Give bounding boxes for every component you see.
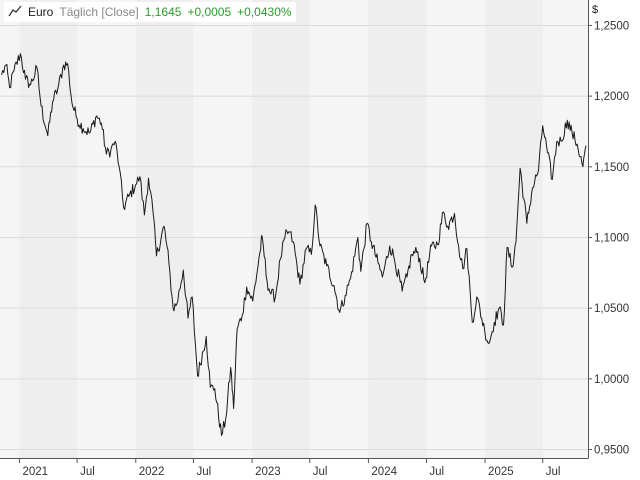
x-tick-label: 2025	[488, 466, 514, 478]
instrument-name: Euro	[28, 5, 54, 19]
y-tick-label: 1,1500	[594, 162, 629, 174]
currency-label: $	[592, 4, 599, 16]
last-price: 1,1645	[144, 5, 182, 19]
x-tick-label: Jul	[196, 466, 211, 478]
interval-mode: Täglich [Close]	[59, 5, 139, 19]
time-band	[19, 0, 78, 458]
price-change: +0,0005	[187, 5, 232, 19]
time-band	[0, 0, 20, 458]
time-band	[485, 0, 543, 458]
x-tick-label: Jul	[313, 466, 328, 478]
chart-legend: Euro Täglich [Close] 1,1645 +0,0005 +0,0…	[4, 2, 296, 22]
x-tick-label: 2023	[255, 466, 281, 478]
y-tick-label: 0,9500	[594, 445, 629, 457]
x-tick-label: 2021	[22, 466, 48, 478]
time-band	[368, 0, 427, 458]
y-tick-label: 1,0500	[594, 303, 629, 315]
series-line-euro	[1, 53, 587, 436]
y-tick-label: 1,1000	[594, 232, 629, 244]
time-band	[542, 0, 588, 458]
y-tick-label: 1,2000	[594, 91, 629, 103]
y-tick-label: 1,2500	[594, 20, 629, 32]
x-tick-label: Jul	[429, 466, 444, 478]
time-band	[77, 0, 136, 458]
y-tick-label: 1,0000	[594, 374, 629, 386]
line-chart-icon	[8, 5, 22, 20]
x-tick-label: Jul	[80, 466, 95, 478]
x-tick-label: 2022	[139, 466, 165, 478]
x-tick-label: 2024	[371, 466, 397, 478]
price-change-pct: +0,0430%	[237, 5, 292, 19]
time-band	[252, 0, 310, 458]
x-tick-label: Jul	[546, 466, 561, 478]
time-band	[309, 0, 369, 458]
time-band	[193, 0, 253, 458]
